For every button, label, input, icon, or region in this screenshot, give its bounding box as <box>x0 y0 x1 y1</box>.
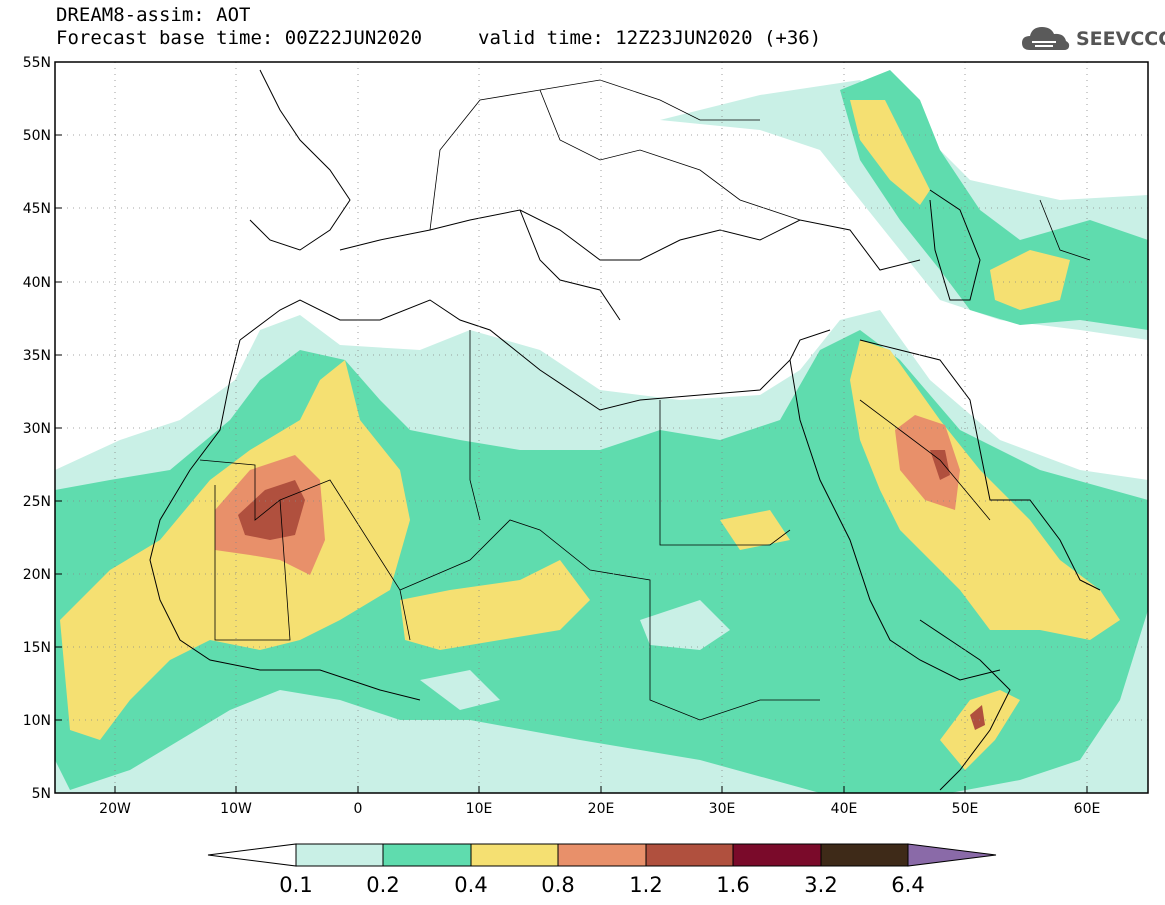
lon-label: 20W <box>99 801 131 817</box>
lon-label: 10E <box>466 801 493 817</box>
lon-label: 0 <box>354 801 363 817</box>
lat-label: 10N <box>23 713 51 729</box>
aot-contour-1.2-somalia <box>970 705 985 730</box>
lon-label: 10W <box>220 801 252 817</box>
colorbar-bin <box>470 843 559 867</box>
lat-label: 20N <box>23 567 51 583</box>
aot-contour-0.2-ne <box>840 70 1148 330</box>
map-title: DREAM8-assim: AOT <box>56 4 251 26</box>
lat-label: 25N <box>23 494 51 510</box>
lat-lon-grid <box>55 62 1148 793</box>
colorbar-label: 0.1 <box>279 873 313 897</box>
seevccc-logo: SEEVCCC <box>1020 22 1165 56</box>
aot-contour-0.4-sahel <box>400 560 590 650</box>
aot-contour-0.2-hole <box>640 600 730 650</box>
axis-ticks <box>55 61 1088 794</box>
lat-label: 30N <box>23 421 51 437</box>
lat-label: 15N <box>23 640 51 656</box>
cloud-icon <box>1022 27 1070 50</box>
colorbar <box>207 843 997 867</box>
valid-time: valid time: 12Z23JUN2020 (+36) <box>478 27 822 49</box>
colorbar-label: 0.4 <box>454 873 488 897</box>
lon-label: 40E <box>831 801 858 817</box>
colorbar-over-triangle <box>907 843 997 867</box>
colorbar-label: 0.2 <box>366 873 400 897</box>
lon-label: 20E <box>588 801 615 817</box>
lon-label: 30E <box>709 801 736 817</box>
lat-label: 35N <box>23 348 51 364</box>
aot-contour-1.2-arabia <box>930 450 950 480</box>
logo-text: SEEVCCC <box>1076 28 1165 50</box>
lat-label: 45N <box>23 201 51 217</box>
aot-contour-0.4-central <box>720 510 790 550</box>
aot-contour-0.2-hole2 <box>420 670 500 710</box>
colorbar-bin <box>557 843 647 867</box>
lon-label: 60E <box>1074 801 1101 817</box>
colorbar-bin <box>382 843 472 867</box>
colorbar-under-triangle <box>207 843 297 867</box>
lat-label: 5N <box>32 786 51 802</box>
lat-label: 50N <box>23 128 51 144</box>
colorbar-label: 0.8 <box>541 873 575 897</box>
aot-contour-0.4-arabia <box>850 340 1120 640</box>
aot-contour-1.2-west <box>238 480 305 540</box>
colorbar-label: 6.4 <box>891 873 925 897</box>
aot-contour-0.4-caspian <box>850 100 930 205</box>
colorbar-label: 1.2 <box>629 873 663 897</box>
forecast-base-time: Forecast base time: 00Z22JUN2020 <box>56 27 423 49</box>
colorbar-bin <box>295 843 384 867</box>
lat-label: 40N <box>23 275 51 291</box>
colorbar-bin <box>645 843 734 867</box>
coastlines <box>149 69 1101 791</box>
lat-label: 55N <box>23 55 51 71</box>
aot-contour-0.4-turkmen <box>990 250 1070 310</box>
colorbar-label: 1.6 <box>716 873 750 897</box>
colorbar-bin <box>820 843 909 867</box>
country-borders <box>199 79 1091 721</box>
colorbar-bin <box>732 843 822 867</box>
lon-label: 50E <box>952 801 979 817</box>
colorbar-label: 3.2 <box>804 873 838 897</box>
